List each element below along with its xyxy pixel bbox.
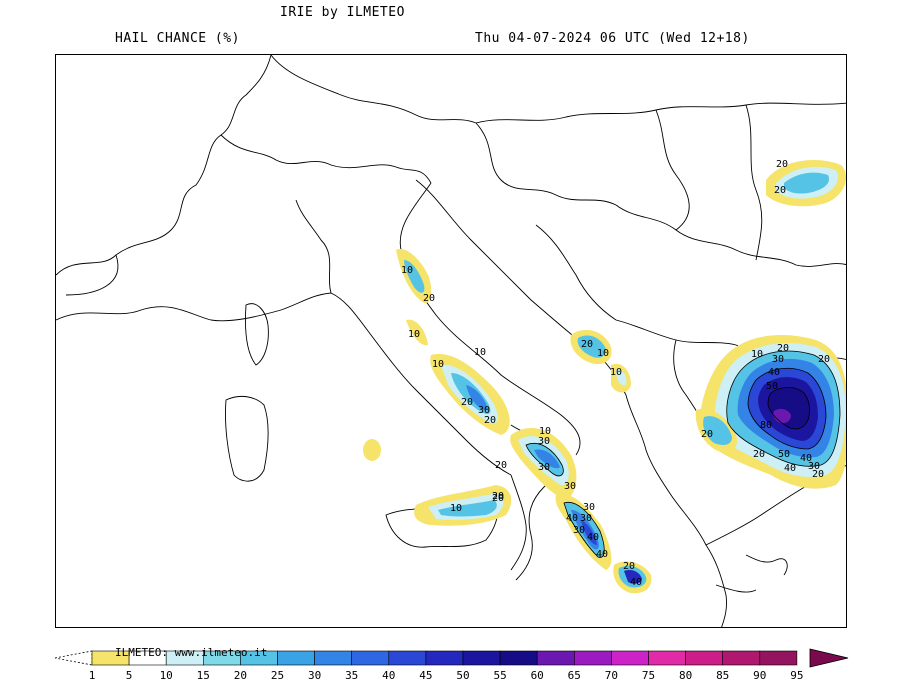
colorbar-swatch (759, 650, 798, 666)
contour-label: 10 (450, 503, 462, 514)
contour-lines (525, 350, 841, 558)
contour-label: 40 (587, 532, 599, 543)
colorbar-tick-label: 45 (419, 669, 432, 682)
colorbar-swatch (388, 650, 427, 666)
colorbar-swatches (91, 650, 798, 666)
colorbar-tick-label: 95 (790, 669, 803, 682)
contour-label: 20 (484, 415, 496, 426)
colorbar-swatch (277, 650, 315, 666)
colorbar-tick-label: 75 (642, 669, 655, 682)
contour-label: 20 (423, 293, 435, 304)
hail-field-montenegro (570, 329, 631, 393)
contour-label: 40 (784, 463, 796, 474)
contour-label: 80 (760, 420, 772, 431)
colorbar-tick-label: 60 (531, 669, 544, 682)
colorbar-swatch (648, 650, 686, 666)
hail-field-ukraine (766, 160, 846, 207)
contour-label: 20 (623, 561, 635, 572)
colorbar-tick-label: 10 (160, 669, 173, 682)
contour-label: 20 (777, 343, 789, 354)
colorbar-tick-label: 70 (605, 669, 618, 682)
contour-label: 40 (566, 513, 578, 524)
contour-label: 30 (538, 462, 550, 473)
colorbar-tick-labels: 1 5 10 15 20 25 30 35 40 45 50 55 60 65 70 75 80 85 90 95 (89, 669, 804, 682)
contour-label: 20 (818, 354, 830, 365)
contour-label: 10 (597, 348, 609, 359)
hail-field-ionian (613, 561, 652, 594)
hail-field-central-italy (363, 354, 510, 461)
colorbar-swatch (314, 650, 353, 666)
colorbar-tick-label: 50 (456, 669, 469, 682)
contour-label: 20 (753, 449, 765, 460)
colorbar-tick-label: 85 (716, 669, 729, 682)
contour-label: 30 (564, 481, 576, 492)
colorbar-legend: ILMETEO: www.ilmeteo.it 1 5 10 15 20 25 30 35 40… (54, 646, 849, 682)
contour-label: 20 (701, 429, 713, 440)
hail-field-balkans-east (695, 335, 846, 489)
colorbar-tick-label: 30 (308, 669, 321, 682)
colorbar-swatch (351, 650, 390, 666)
colorbar-swatch (573, 650, 612, 666)
colorbar-tick-label: 40 (382, 669, 395, 682)
colorbar-swatch (611, 650, 649, 666)
contour-label: 20 (492, 493, 504, 504)
watermark: ILMETEO: www.ilmeteo.it (115, 646, 267, 659)
colorbar-swatch (462, 650, 501, 666)
contour-label: 30 (580, 513, 592, 524)
contour-label: 30 (808, 461, 820, 472)
variable-label: HAIL CHANCE (%) (115, 31, 240, 46)
contour-label: 10 (401, 265, 413, 276)
contour-label: 30 (772, 354, 784, 365)
contour-label: 10 (408, 329, 420, 340)
contour-label: 10 (751, 349, 763, 360)
hail-field-south-italy (510, 427, 612, 570)
colorbar-low-arrow (54, 650, 93, 666)
colorbar-high-arrow (809, 648, 849, 668)
contour-label: 10 (432, 359, 444, 370)
contour-label: 10 (474, 347, 486, 358)
contour-label: 20 (774, 185, 786, 196)
colorbar-swatch (722, 650, 761, 666)
colorbar-tick-label: 90 (753, 669, 766, 682)
colorbar-swatch (425, 650, 464, 666)
contour-label: 20 (812, 469, 824, 480)
contour-label: 20 (492, 491, 504, 502)
contour-label: 40 (800, 453, 812, 464)
colorbar-swatch (499, 650, 538, 666)
map-canvas: 20 20 10 20 10 10 10 20 30 20 10 30 30 3… (56, 55, 846, 627)
colorbar-swatch (685, 650, 723, 666)
valid-time-label: Thu 04-07-2024 06 UTC (Wed 12+18) (475, 31, 750, 46)
colorbar-tick-label: 25 (271, 669, 284, 682)
colorbar-tick-label: 1 (89, 669, 96, 682)
colorbar-tick-label: 35 (345, 669, 358, 682)
contour-label: 40 (768, 367, 780, 378)
map-panel: 20 20 10 20 10 10 10 20 30 20 10 30 30 3… (55, 54, 847, 628)
contour-label: 30 (573, 525, 585, 536)
contour-label: 50 (778, 449, 790, 460)
contour-label: 20 (495, 460, 507, 471)
contour-label: 30 (538, 436, 550, 447)
contour-label: 40 (630, 577, 642, 588)
coastlines-borders (56, 55, 846, 627)
colorbar-swatch (536, 650, 575, 666)
contour-label: 20 (581, 339, 593, 350)
chart-title: IRIE by ILMETEO (280, 5, 405, 20)
contour-label: 40 (596, 549, 608, 560)
contour-label: 30 (478, 405, 490, 416)
contour-label: 30 (583, 502, 595, 513)
hail-field-marche (396, 249, 432, 346)
contour-label: 10 (539, 426, 551, 437)
colorbar-tick-label: 5 (126, 669, 133, 682)
colorbar-tick-label: 15 (197, 669, 210, 682)
contour-label: 20 (461, 397, 473, 408)
contour-label: 10 (610, 367, 622, 378)
contour-label: 20 (776, 159, 788, 170)
colorbar-tick-label: 65 (568, 669, 581, 682)
colorbar-tick-label: 55 (493, 669, 506, 682)
contour-label-group: 20 20 10 20 10 10 10 20 30 20 10 30 30 3… (401, 159, 830, 588)
hail-field-sicily (414, 485, 512, 526)
colorbar-tick-label: 20 (234, 669, 247, 682)
colorbar-tick-label: 80 (679, 669, 692, 682)
contour-label: 50 (766, 381, 778, 392)
